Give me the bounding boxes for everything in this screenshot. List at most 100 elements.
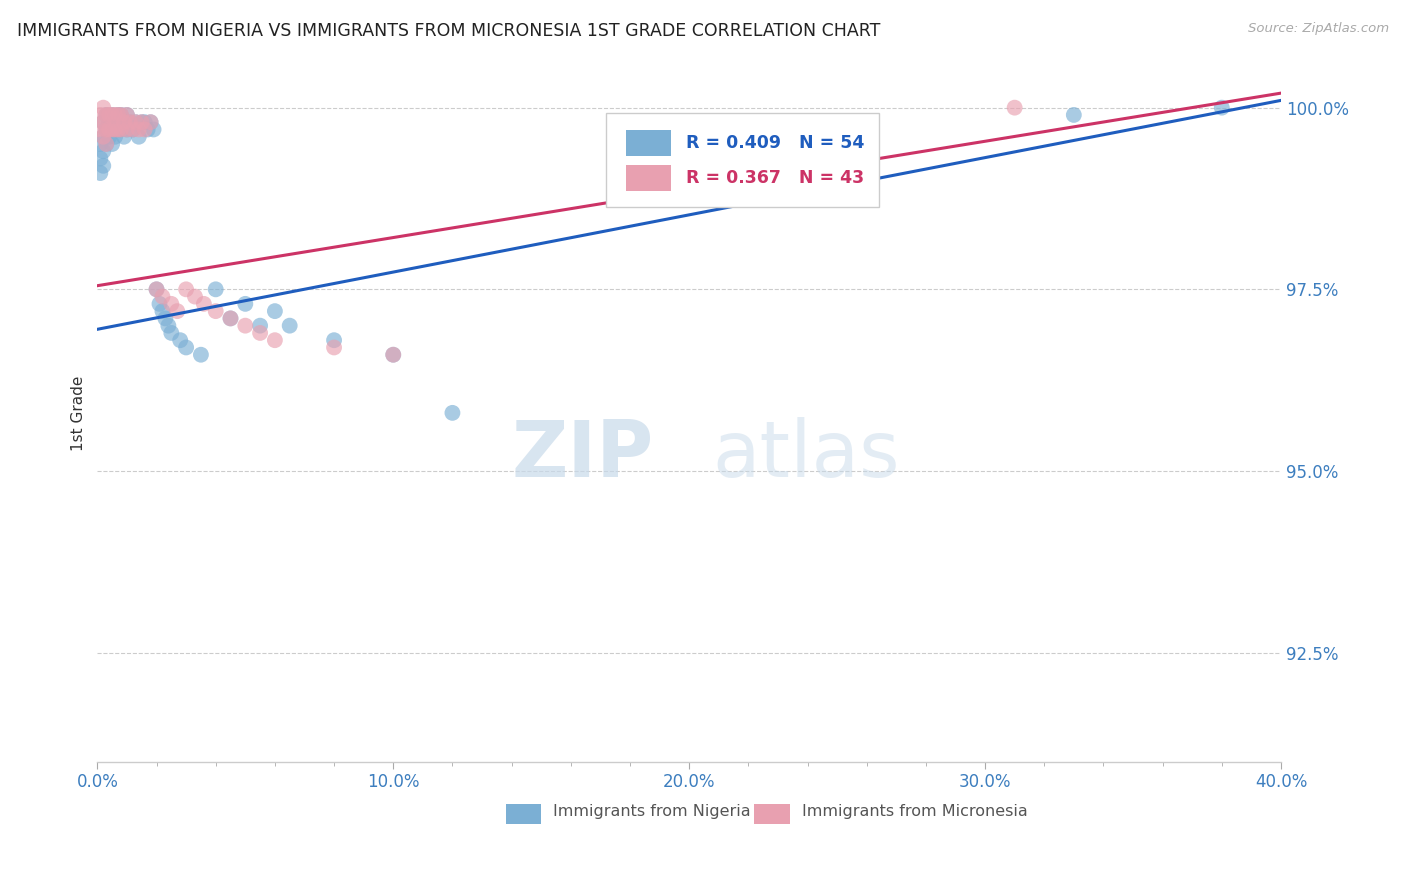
Point: [134, 122, 156, 136]
Point: [131, 115, 153, 129]
Point: [204, 282, 226, 296]
Point: [107, 108, 129, 122]
Point: [115, 108, 138, 122]
Point: [110, 122, 132, 136]
Point: [110, 122, 132, 136]
Point: [98, 122, 121, 136]
Point: [107, 108, 129, 122]
Text: ZIP: ZIP: [512, 417, 654, 492]
Point: [136, 122, 159, 136]
Point: [233, 318, 256, 333]
Bar: [627, 164, 672, 191]
Point: [104, 122, 127, 136]
Point: [96, 108, 118, 122]
Text: Source: ZipAtlas.com: Source: ZipAtlas.com: [1249, 22, 1389, 36]
Point: [264, 304, 287, 318]
Point: [166, 304, 188, 318]
Text: IMMIGRANTS FROM NIGERIA VS IMMIGRANTS FROM MICRONESIA 1ST GRADE CORRELATION CHAR: IMMIGRANTS FROM NIGERIA VS IMMIGRANTS FR…: [17, 22, 880, 40]
Point: [91, 101, 114, 115]
Point: [1004, 101, 1026, 115]
Bar: [754, 804, 790, 824]
Point: [107, 122, 129, 136]
Bar: [506, 804, 541, 824]
Point: [160, 297, 183, 311]
Point: [193, 297, 215, 311]
Point: [96, 136, 118, 151]
Point: [145, 282, 167, 296]
Point: [101, 108, 124, 122]
Point: [115, 108, 138, 122]
Point: [107, 122, 129, 136]
Point: [125, 115, 148, 129]
Point: [1211, 101, 1233, 115]
Point: [121, 122, 143, 136]
Point: [382, 348, 405, 362]
Point: [104, 108, 127, 122]
Point: [128, 122, 150, 136]
Point: [169, 333, 191, 347]
Point: [219, 311, 242, 326]
Point: [96, 136, 118, 151]
Point: [184, 290, 207, 304]
Text: Immigrants from Micronesia: Immigrants from Micronesia: [801, 805, 1028, 820]
Point: [118, 115, 141, 129]
Point: [112, 129, 135, 144]
Point: [139, 115, 162, 129]
Point: [118, 115, 141, 129]
Point: [233, 297, 256, 311]
Point: [101, 122, 124, 136]
Text: R = 0.409   N = 54: R = 0.409 N = 54: [686, 134, 863, 152]
Bar: [627, 129, 672, 156]
Point: [264, 333, 287, 347]
Point: [139, 115, 162, 129]
Point: [112, 115, 135, 129]
Point: [152, 290, 174, 304]
Point: [152, 304, 174, 318]
Point: [89, 166, 111, 180]
Point: [89, 108, 111, 122]
Point: [89, 152, 111, 166]
Point: [96, 122, 118, 136]
Point: [174, 282, 197, 296]
Point: [91, 115, 114, 129]
Point: [125, 115, 148, 129]
Point: [101, 122, 124, 136]
Text: atlas: atlas: [713, 417, 900, 492]
Point: [131, 115, 153, 129]
Point: [249, 318, 271, 333]
Point: [91, 115, 114, 129]
Point: [89, 122, 111, 136]
Point: [98, 129, 121, 144]
Point: [110, 108, 132, 122]
Point: [219, 311, 242, 326]
Point: [441, 406, 464, 420]
Point: [89, 136, 111, 151]
Point: [1063, 108, 1085, 122]
FancyBboxPatch shape: [606, 113, 879, 207]
Point: [91, 145, 114, 159]
Point: [115, 122, 138, 136]
Point: [128, 129, 150, 144]
Point: [104, 129, 127, 144]
Point: [101, 108, 124, 122]
Point: [134, 115, 156, 129]
Point: [98, 108, 121, 122]
Point: [98, 115, 121, 129]
Point: [323, 341, 346, 355]
Point: [115, 122, 138, 136]
Point: [278, 318, 301, 333]
Point: [101, 136, 124, 151]
Point: [155, 311, 177, 326]
Point: [112, 115, 135, 129]
Point: [148, 297, 170, 311]
Point: [145, 282, 167, 296]
Point: [160, 326, 183, 340]
Point: [204, 304, 226, 318]
Point: [249, 326, 271, 340]
Point: [110, 108, 132, 122]
Point: [190, 348, 212, 362]
Text: R = 0.367   N = 43: R = 0.367 N = 43: [686, 169, 863, 186]
Point: [157, 318, 180, 333]
Point: [142, 122, 165, 136]
Point: [174, 341, 197, 355]
